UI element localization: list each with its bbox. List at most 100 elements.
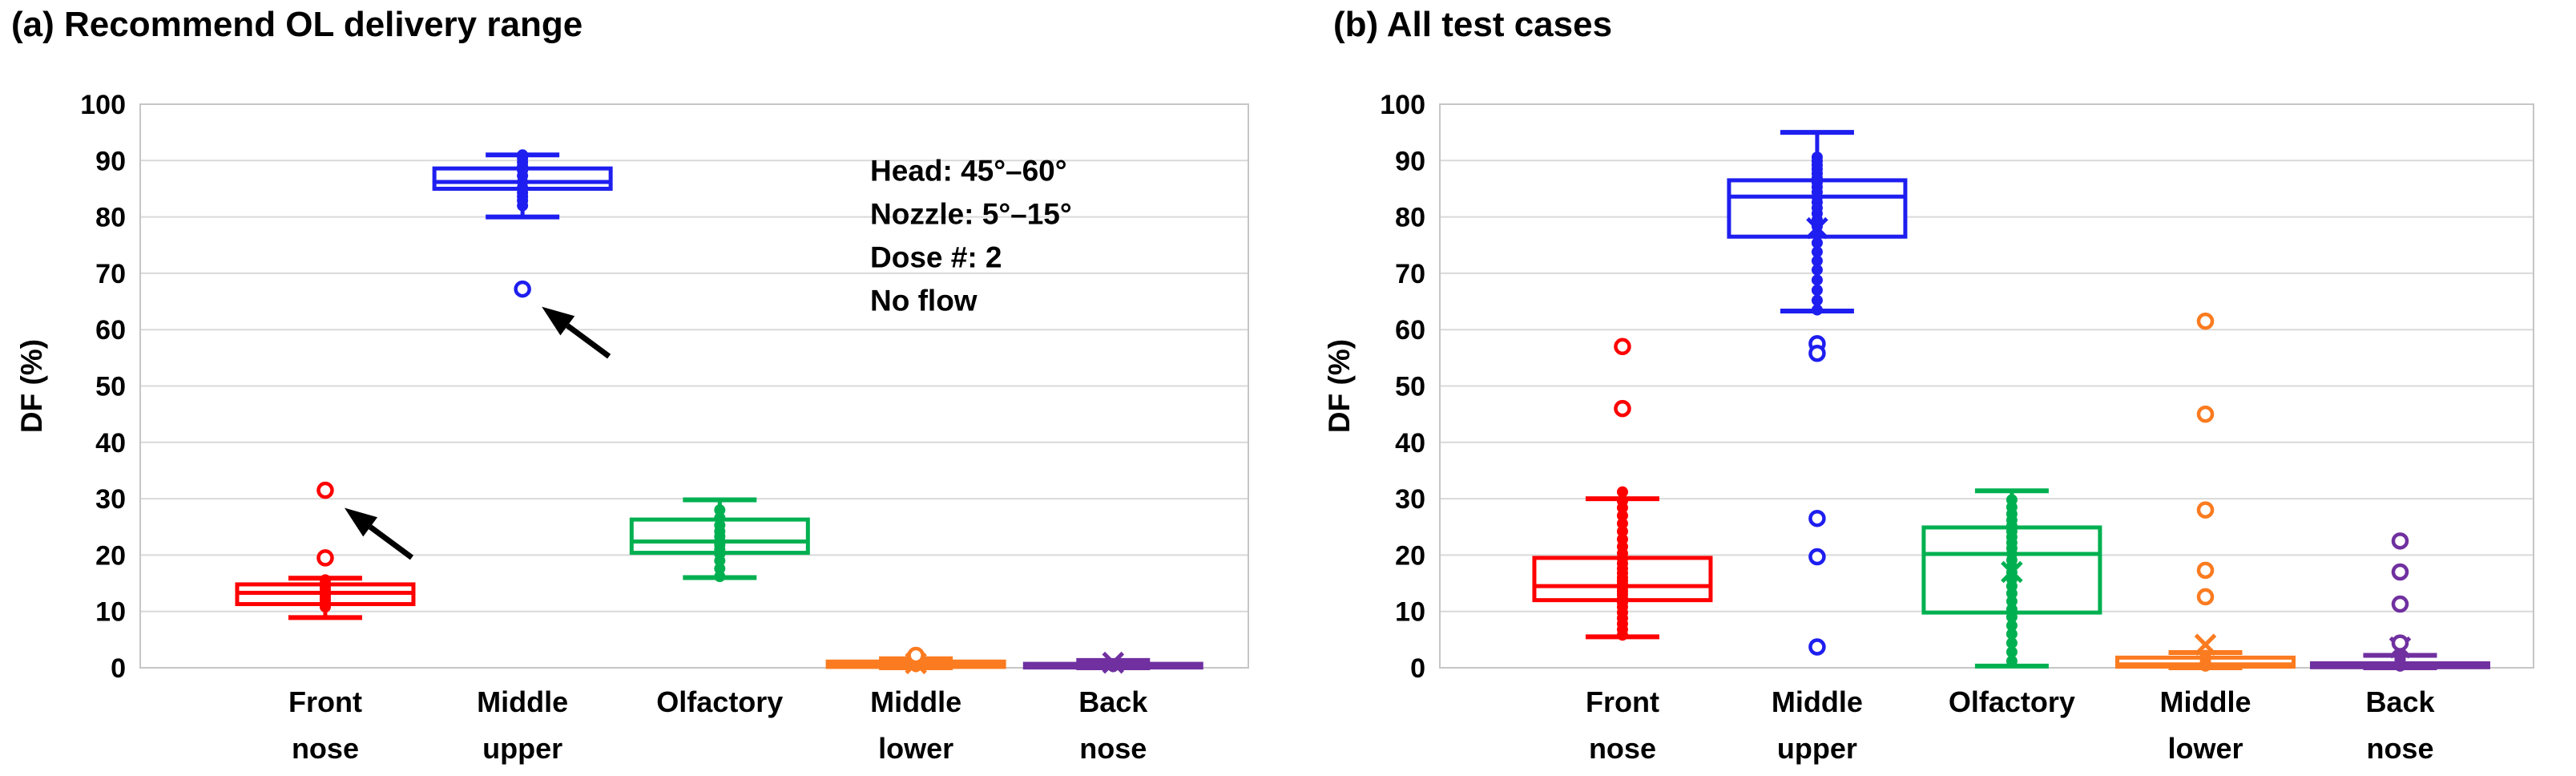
- outlier-point: [1808, 344, 1826, 362]
- y-tick-label: 90: [95, 146, 126, 176]
- y-tick-label: 30: [1395, 484, 1425, 515]
- category-label: Olfactory: [1949, 685, 2075, 718]
- category-label: upper: [482, 732, 562, 765]
- y-axis-title: DF (%): [1323, 339, 1356, 433]
- data-point: [1811, 274, 1823, 286]
- data-point: [2006, 494, 2018, 506]
- y-tick-label: 20: [95, 540, 126, 571]
- outlier-point: [1808, 509, 1826, 527]
- outlier-point: [2196, 588, 2215, 606]
- y-tick-label: 30: [95, 484, 126, 515]
- y-tick-label: 80: [1395, 203, 1425, 233]
- condition-annotation-line: Dose #: 2: [870, 240, 1002, 273]
- category-label: Middle: [870, 685, 961, 718]
- category-label: Olfactory: [656, 685, 783, 718]
- data-point: [2006, 596, 2018, 608]
- data-point: [517, 149, 529, 161]
- y-tick-label: 10: [95, 597, 126, 628]
- data-point: [319, 574, 331, 586]
- mean-x-marker: [2194, 633, 2217, 656]
- outlier-point: [316, 549, 334, 567]
- data-point: [1811, 152, 1823, 164]
- data-point: [2006, 655, 2018, 667]
- y-tick-label: 20: [1395, 540, 1425, 571]
- category-label: Front: [288, 685, 362, 718]
- category-label: lower: [878, 732, 953, 765]
- data-point: [2394, 650, 2406, 662]
- data-point: [2006, 628, 2018, 640]
- category-label: nose: [292, 732, 359, 765]
- mean-x-marker: [2001, 560, 2023, 584]
- y-tick-label: 50: [1395, 372, 1425, 402]
- y-tick-label: 100: [80, 90, 126, 120]
- data-point: [1811, 246, 1823, 258]
- annotation-arrow: [369, 524, 414, 560]
- category-label: nose: [1079, 732, 1147, 765]
- category-label: Front: [1586, 685, 1659, 718]
- category-label: nose: [1589, 732, 1656, 765]
- y-tick-label: 10: [1395, 597, 1425, 628]
- y-tick-label: 100: [1380, 90, 1425, 120]
- annotation-arrowhead: [542, 306, 575, 336]
- category-label: Middle: [2160, 685, 2251, 718]
- data-point: [1811, 304, 1823, 316]
- category-label: Middle: [477, 685, 568, 718]
- mean-x-marker: [1102, 651, 1125, 674]
- data-point: [2199, 649, 2211, 661]
- data-point: [1811, 255, 1823, 267]
- panel-b-plot: 0 10 20 30 40 50 60 70 80 90 100 DF (%) Front nose Mid…: [1323, 90, 2534, 765]
- y-axis-title: DF (%): [15, 339, 48, 433]
- data-point: [1616, 495, 1628, 507]
- annotation-arrow: [566, 323, 611, 359]
- outlier-point: [2391, 634, 2409, 652]
- y-tick-label: 60: [95, 315, 126, 346]
- data-point: [2006, 603, 2018, 615]
- category-label: Back: [1078, 685, 1148, 718]
- data-point: [714, 504, 726, 516]
- category-label: nose: [2366, 732, 2433, 765]
- data-point: [1811, 294, 1823, 306]
- plot-border: [139, 103, 1249, 669]
- data-point: [714, 571, 726, 583]
- outlier-point: [1808, 638, 1826, 656]
- category-label: Middle: [1772, 685, 1863, 718]
- outlier-point: [1808, 548, 1826, 566]
- data-point: [2006, 637, 2018, 649]
- outlier-point: [2391, 532, 2409, 550]
- panel-a-plot: 0 10 20 30 40 50 60 70 80 90 100 DF (%) Front nose Mid…: [15, 90, 1249, 765]
- y-tick-label: 0: [1410, 653, 1425, 684]
- y-tick-label: 50: [95, 372, 126, 402]
- outlier-point: [2196, 561, 2215, 580]
- outlier-point: [2391, 563, 2409, 581]
- mean-x-marker: [1806, 216, 1828, 240]
- outlier-point: [1614, 399, 1631, 418]
- data-point: [1616, 518, 1628, 530]
- data-point: [2006, 611, 2018, 623]
- panel-b-title: (b) All test cases: [1333, 5, 1613, 44]
- outlier-point: [514, 280, 531, 298]
- y-tick-label: 60: [1395, 315, 1425, 346]
- data-point: [1616, 525, 1628, 537]
- outlier-point: [1614, 337, 1631, 356]
- y-tick-label: 90: [1395, 146, 1425, 176]
- panel-a: (a) Recommend OL delivery range 0 10 20 30 4…: [11, 5, 1249, 765]
- data-point: [2006, 620, 2018, 632]
- outlier-point: [2196, 405, 2215, 423]
- data-point: [1616, 510, 1628, 522]
- y-tick-label: 80: [95, 203, 126, 233]
- y-tick-label: 70: [1395, 259, 1425, 289]
- panel-a-title: (a) Recommend OL delivery range: [11, 5, 583, 44]
- panel-b: (b) All test cases 0 10 20 30 40 50 60 70 80 90 10…: [1290, 0, 2576, 776]
- category-label: lower: [2167, 732, 2243, 765]
- y-tick-label: 70: [95, 259, 126, 289]
- data-point: [1811, 236, 1823, 249]
- data-point: [714, 563, 726, 575]
- data-point: [1811, 264, 1823, 276]
- data-point: [1811, 284, 1823, 296]
- outlier-point: [907, 646, 925, 665]
- outlier-point: [2196, 501, 2215, 519]
- category-label: Back: [2365, 685, 2435, 718]
- condition-annotation-line: No flow: [870, 284, 978, 317]
- data-point: [1616, 533, 1628, 545]
- outlier-point: [2391, 595, 2409, 613]
